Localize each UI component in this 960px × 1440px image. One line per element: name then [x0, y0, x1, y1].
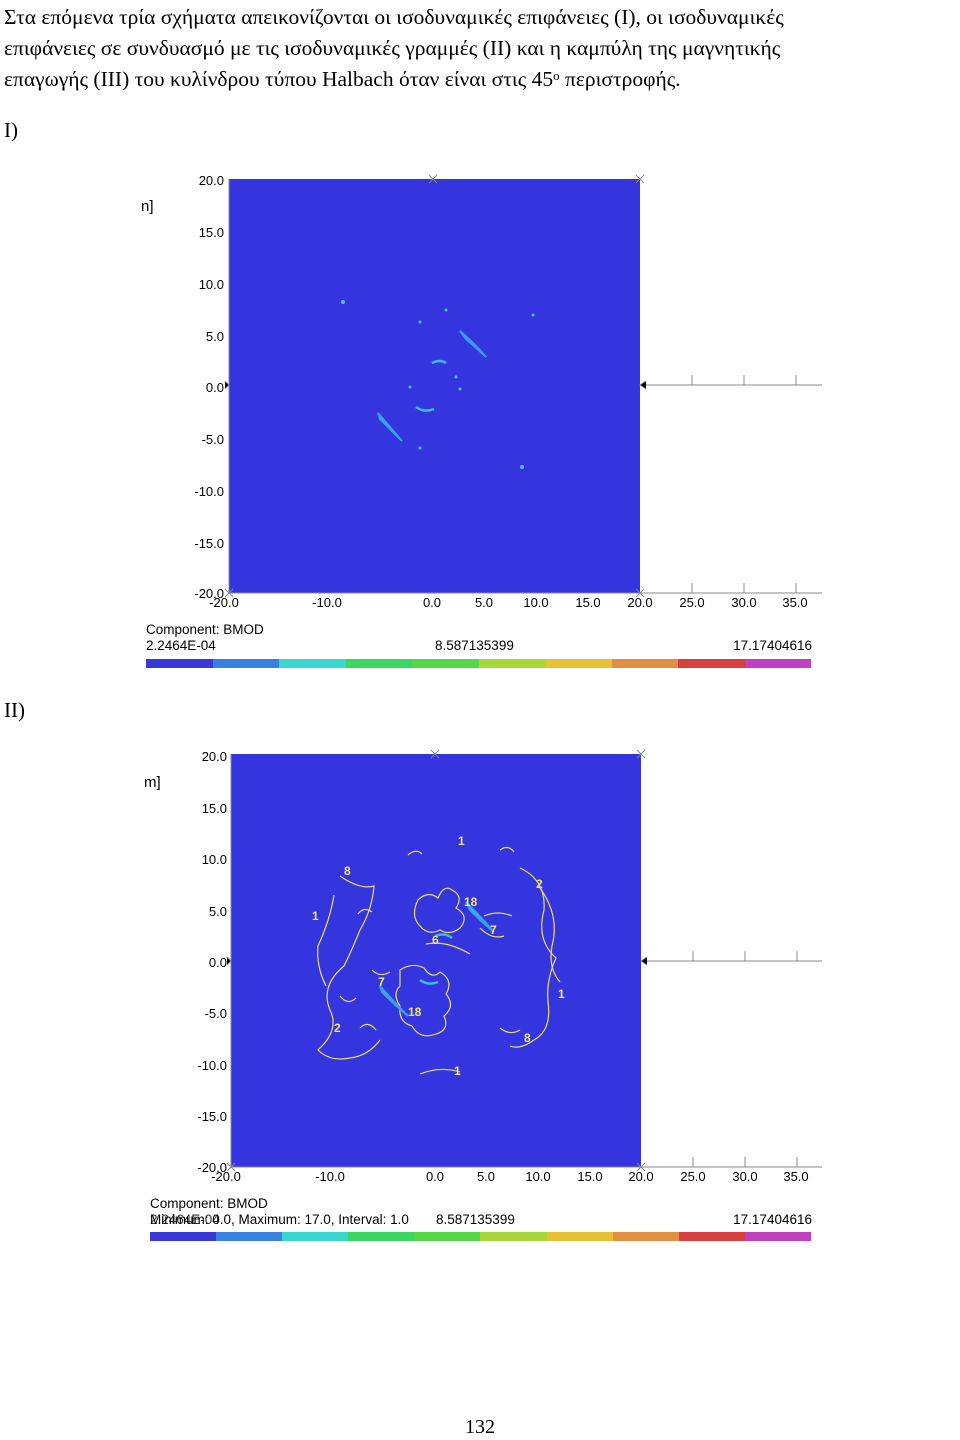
degree-superscript: ο	[553, 68, 560, 83]
x-tick: 0.0	[426, 1169, 444, 1184]
contour-label: 2	[334, 1021, 341, 1035]
figure-1-legend: Component: BMOD 2.2464E-04 8.587135399 1…	[0, 622, 960, 672]
y-tick: 20.0	[202, 749, 227, 764]
x-tick: 30.0	[732, 1169, 757, 1184]
y-tick: -5.0	[202, 432, 224, 447]
y-tick: -15.0	[197, 1109, 227, 1124]
y-tick: -20.0	[197, 1160, 227, 1175]
x-tick: 10.0	[523, 595, 548, 610]
page-number: 132	[465, 1416, 495, 1438]
figure-2-plot: m] 20.0 15.0 10.0 5.0 0.0 -5.0 -10.0 -15…	[144, 749, 822, 1184]
y-tick: 15.0	[202, 801, 227, 816]
x-tick: 15.0	[575, 595, 600, 610]
x-tick: 30.0	[731, 595, 756, 610]
intro-line-3-text: επαγωγής (III) του κυλίνδρου τύπου Halba…	[4, 67, 554, 91]
contour-label: 1	[312, 909, 319, 923]
x-tick: -10.0	[312, 595, 342, 610]
tick-marks	[224, 174, 797, 598]
x-tick: 5.0	[477, 1169, 495, 1184]
contour-label: 8	[344, 864, 351, 878]
scale-mid: 8.587135399	[436, 1212, 515, 1227]
scale-max: 17.17404616	[733, 638, 812, 653]
intro-line-3-suffix: περιστροφής.	[559, 67, 681, 91]
component-label: Component: BMOD	[146, 622, 264, 637]
contour-label: 1	[458, 834, 465, 848]
field-highlights	[341, 300, 535, 469]
y-tick: -5.0	[205, 1006, 227, 1021]
x-tick: -20.0	[211, 1169, 241, 1184]
y-tick: 5.0	[206, 329, 224, 344]
figure-2-legend: Component: BMOD Minimum: 0.0, Maximum: 1…	[0, 1196, 960, 1246]
scale-min: 2.2464E-04	[150, 1212, 220, 1227]
contour-label: 7	[378, 975, 385, 989]
y-tick: 20.0	[199, 173, 224, 188]
x-tick: 25.0	[680, 1169, 705, 1184]
contour-label: 7	[490, 923, 497, 937]
contour-label: 8	[524, 1031, 531, 1045]
x-tick: 20.0	[627, 595, 652, 610]
component-label: Component: BMOD	[150, 1196, 268, 1211]
x-tick: 5.0	[475, 595, 493, 610]
contour-label: 18	[464, 895, 478, 909]
x-tick: 20.0	[628, 1169, 653, 1184]
y-tick: 10.0	[199, 277, 224, 292]
x-tick: 0.0	[423, 595, 441, 610]
y-tick: -10.0	[194, 484, 224, 499]
y-tick: 15.0	[199, 225, 224, 240]
intro-paragraph: Στα επόμενα τρία σχήματα απεικονίζονται …	[4, 2, 956, 95]
figure-label-1: I)	[4, 118, 18, 142]
y-tick: -15.0	[194, 536, 224, 551]
plot-area	[229, 179, 640, 593]
plot-area	[231, 754, 641, 1167]
intro-line-3: επαγωγής (III) του κυλίνδρου τύπου Halba…	[4, 64, 956, 95]
y-unit-label: n]	[141, 198, 154, 215]
scale-max: 17.17404616	[733, 1212, 812, 1227]
x-tick: 10.0	[525, 1169, 550, 1184]
y-unit-label: m]	[144, 774, 161, 791]
y-tick: 0.0	[209, 955, 227, 970]
contour-label: 1	[454, 1064, 461, 1078]
x-tick: -10.0	[315, 1169, 345, 1184]
x-tick: 25.0	[679, 595, 704, 610]
scale-mid: 8.587135399	[435, 638, 514, 653]
y-tick: 0.0	[206, 380, 224, 395]
figure-label-2: II)	[4, 698, 25, 722]
y-tick: -10.0	[197, 1058, 227, 1073]
scale-min: 2.2464E-04	[146, 638, 216, 653]
color-scale-bar	[146, 659, 811, 668]
y-tick: 5.0	[209, 904, 227, 919]
y-tick: -20.0	[194, 586, 224, 601]
y-tick: 10.0	[202, 852, 227, 867]
color-scale-bar	[150, 1232, 811, 1241]
tick-marks	[226, 749, 798, 1172]
contour-label: 18	[408, 1005, 422, 1019]
x-tick: -20.0	[209, 595, 239, 610]
contour-range-label: Minimum: 0.0, Maximum: 17.0, Interval: 1…	[150, 1212, 409, 1227]
contour-label: 6	[432, 933, 439, 947]
intro-line-1: Στα επόμενα τρία σχήματα απεικονίζονται …	[4, 5, 784, 29]
intro-line-2: επιφάνειες σε συνδυασμό με τις ισοδυναμι…	[4, 36, 781, 60]
x-tick: 35.0	[783, 1169, 808, 1184]
figure-1-plot: n] 20.0 15.0 10.0 5.0 0.0 -5.0 -10.0 -15…	[141, 173, 822, 610]
x-tick: 15.0	[577, 1169, 602, 1184]
x-tick: 35.0	[782, 595, 807, 610]
field-highlights	[379, 901, 495, 1017]
contour-lines	[317, 846, 561, 1075]
contour-label: 2	[536, 877, 543, 891]
contour-label: 1	[558, 987, 565, 1001]
